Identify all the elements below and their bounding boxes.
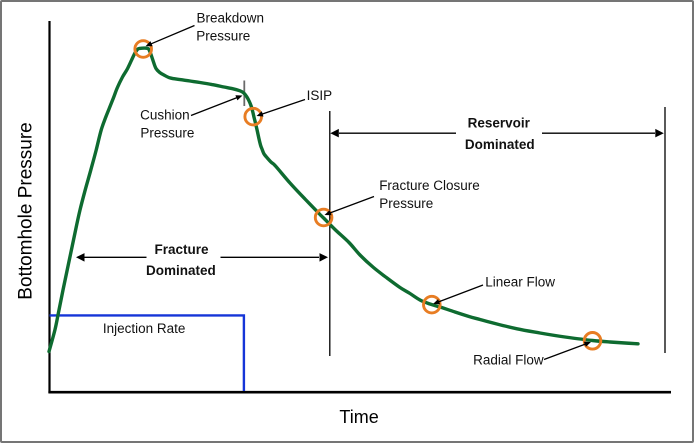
svg-text:Breakdown: Breakdown — [197, 10, 265, 25]
svg-text:Fracture: Fracture — [154, 242, 209, 257]
svg-text:Pressure: Pressure — [140, 125, 194, 140]
svg-text:Time: Time — [339, 407, 378, 427]
svg-text:Linear Flow: Linear Flow — [485, 275, 555, 290]
svg-text:Fracture Closure: Fracture Closure — [379, 178, 480, 193]
svg-text:Cushion: Cushion — [140, 108, 190, 123]
svg-text:Reservoir: Reservoir — [468, 116, 531, 131]
svg-text:Radial Flow: Radial Flow — [473, 352, 544, 367]
svg-text:ISIP: ISIP — [307, 88, 333, 103]
svg-text:Dominated: Dominated — [465, 137, 535, 152]
svg-text:Dominated: Dominated — [146, 263, 216, 278]
svg-text:Bottomhole Pressure: Bottomhole Pressure — [16, 122, 37, 299]
svg-text:Injection Rate: Injection Rate — [103, 321, 186, 336]
svg-text:Pressure: Pressure — [196, 28, 250, 43]
svg-text:Pressure: Pressure — [379, 196, 433, 211]
